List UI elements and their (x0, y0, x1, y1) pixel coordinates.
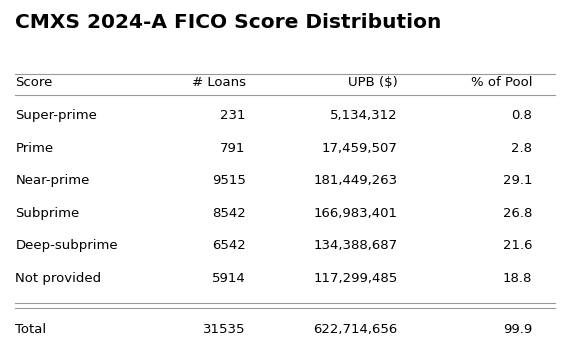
Text: Near-prime: Near-prime (15, 174, 90, 187)
Text: 134,388,687: 134,388,687 (313, 239, 397, 252)
Text: 17,459,507: 17,459,507 (321, 142, 397, 155)
Text: 21.6: 21.6 (503, 239, 532, 252)
Text: # Loans: # Loans (192, 76, 246, 89)
Text: Score: Score (15, 76, 53, 89)
Text: CMXS 2024-A FICO Score Distribution: CMXS 2024-A FICO Score Distribution (15, 13, 442, 32)
Text: Prime: Prime (15, 142, 54, 155)
Text: 18.8: 18.8 (503, 272, 532, 285)
Text: 31535: 31535 (203, 323, 246, 336)
Text: 5,134,312: 5,134,312 (329, 109, 397, 122)
Text: Subprime: Subprime (15, 207, 80, 220)
Text: 6542: 6542 (212, 239, 246, 252)
Text: 8542: 8542 (212, 207, 246, 220)
Text: 0.8: 0.8 (511, 109, 532, 122)
Text: 26.8: 26.8 (503, 207, 532, 220)
Text: Super-prime: Super-prime (15, 109, 97, 122)
Text: 5914: 5914 (212, 272, 246, 285)
Text: Not provided: Not provided (15, 272, 101, 285)
Text: 117,299,485: 117,299,485 (313, 272, 397, 285)
Text: % of Pool: % of Pool (471, 76, 532, 89)
Text: 9515: 9515 (212, 174, 246, 187)
Text: 99.9: 99.9 (503, 323, 532, 336)
Text: 791: 791 (221, 142, 246, 155)
Text: Deep-subprime: Deep-subprime (15, 239, 118, 252)
Text: Total: Total (15, 323, 47, 336)
Text: 166,983,401: 166,983,401 (314, 207, 397, 220)
Text: 622,714,656: 622,714,656 (313, 323, 397, 336)
Text: 231: 231 (220, 109, 246, 122)
Text: 29.1: 29.1 (503, 174, 532, 187)
Text: 181,449,263: 181,449,263 (313, 174, 397, 187)
Text: 2.8: 2.8 (511, 142, 532, 155)
Text: UPB ($): UPB ($) (348, 76, 397, 89)
